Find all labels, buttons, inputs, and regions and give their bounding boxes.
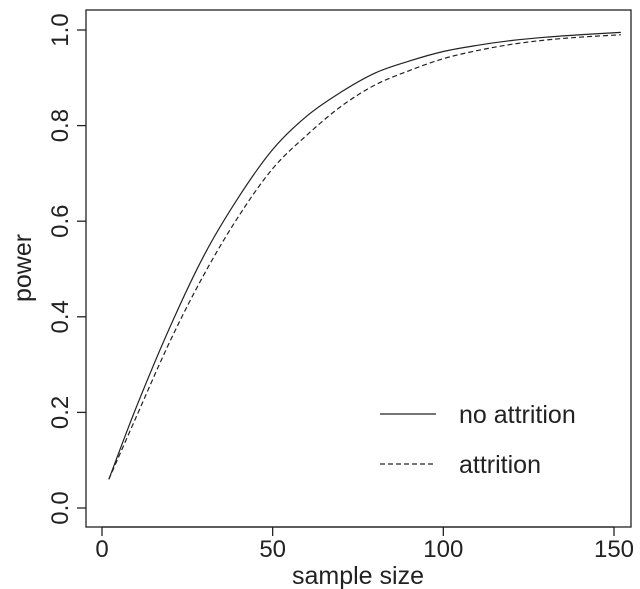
plot-frame <box>85 9 632 528</box>
legend: no attrition attrition <box>380 401 576 479</box>
x-tick-label: 150 <box>594 536 634 563</box>
x-axis-title: sample size <box>292 562 424 589</box>
x-tick-label: 100 <box>423 536 463 563</box>
y-axis: 0.0 0.2 0.4 0.6 0.8 1.0 <box>47 13 86 525</box>
y-tick-label: 0.2 <box>47 396 74 429</box>
legend-label: attrition <box>459 451 541 479</box>
y-axis-title: power <box>9 234 37 302</box>
series-line <box>108 31 621 480</box>
y-tick-label: 0.8 <box>47 109 74 142</box>
x-axis: 0 50 100 150 <box>95 526 634 563</box>
y-tick-label: 1.0 <box>47 13 74 46</box>
series-no-attrition <box>108 31 621 480</box>
x-tick-label: 0 <box>95 536 108 563</box>
series-line <box>108 34 621 480</box>
legend-label: no attrition <box>459 401 576 429</box>
y-tick-label: 0.4 <box>47 300 74 333</box>
series-layer <box>108 31 621 480</box>
series-attrition <box>108 34 621 480</box>
y-tick-label: 0.0 <box>47 491 74 524</box>
y-tick-label: 0.6 <box>47 205 74 238</box>
x-tick-label: 50 <box>259 536 286 563</box>
